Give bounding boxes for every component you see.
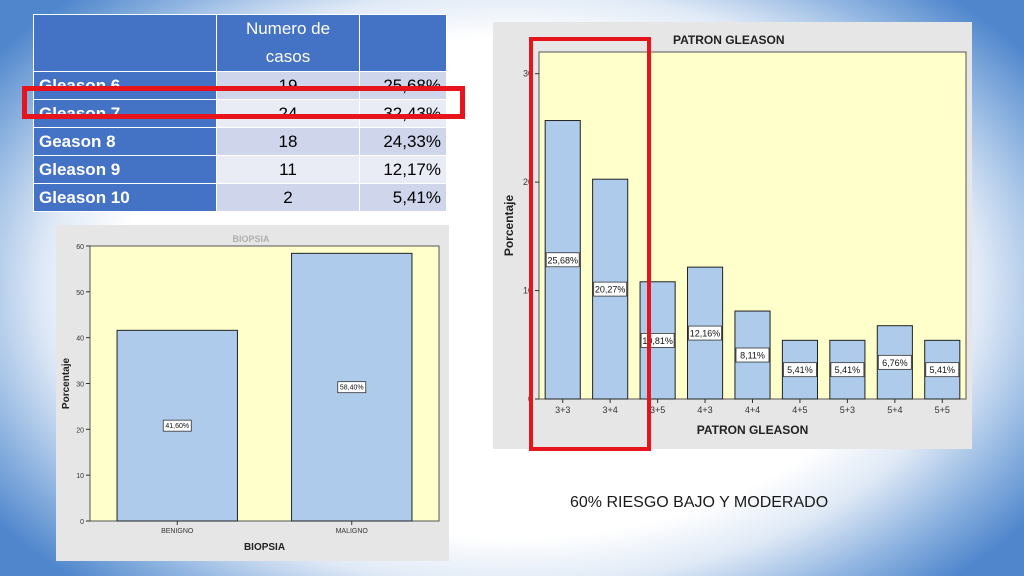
x-tick-label: 3+4 — [603, 405, 618, 415]
table-header-cell: Numero de casos — [216, 14, 360, 72]
data-label: 5,41% — [787, 365, 813, 375]
patron-gleason-chart: PATRON GLEASON0102030Porcentaje25,68%3+3… — [493, 22, 972, 449]
x-tick-label: 5+3 — [840, 405, 855, 415]
table-header-cell — [33, 14, 217, 72]
y-tick-label: 50 — [76, 290, 84, 297]
table-row: Gleason 6 19 25,68% — [33, 71, 447, 100]
row-percent: 24,33% — [359, 127, 447, 156]
y-tick-label: 30 — [523, 69, 533, 79]
y-tick-label: 0 — [80, 519, 84, 526]
table-row: Geason 8 18 24,33% — [33, 127, 447, 156]
table-row: Gleason 10 2 5,41% — [33, 183, 447, 212]
data-label-box — [593, 281, 628, 297]
y-tick-label: 60 — [76, 244, 84, 251]
data-label-box — [162, 419, 192, 432]
table-header-row: Numero de casos — [33, 14, 447, 72]
data-label: 58,40% — [340, 385, 364, 392]
data-label: 12,16% — [690, 329, 721, 339]
chart-title: PATRON GLEASON — [673, 33, 785, 47]
row-label: Gleason 9 — [33, 155, 217, 184]
data-label-box — [735, 347, 770, 363]
y-axis-label: Porcentaje — [61, 357, 72, 409]
data-label: 20,27% — [595, 285, 626, 295]
row-label: Gleason 10 — [33, 183, 217, 212]
y-tick-label: 20 — [76, 427, 84, 434]
y-axis-label: Porcentaje — [502, 194, 516, 256]
x-tick-label: MALIGNO — [336, 528, 369, 535]
x-tick-label: BENIGNO — [161, 528, 194, 535]
table-highlight-box — [22, 86, 465, 119]
row-cases: 18 — [216, 127, 360, 156]
row-cases: 11 — [216, 155, 360, 184]
x-tick-label: 4+5 — [792, 405, 807, 415]
row-percent: 5,41% — [359, 183, 447, 212]
data-label-box — [830, 362, 865, 378]
x-tick-label: 5+4 — [887, 405, 902, 415]
data-label: 5,41% — [835, 365, 861, 375]
data-label-box — [688, 325, 722, 341]
chart-title: BIOPSIA — [232, 234, 270, 244]
biopsia-chart: BIOPSIA 0 10 20 30 40 50 60 Porcentaje 41,60% BENI… — [56, 225, 449, 561]
x-tick-label: 5+5 — [935, 405, 950, 415]
chart-highlight-box — [529, 37, 651, 451]
risk-note: 60% RIESGO BAJO Y MODERADO — [570, 494, 829, 511]
data-label: 6,76% — [882, 358, 908, 368]
data-label: 8,11% — [740, 351, 765, 361]
table-header-cell — [359, 14, 447, 72]
x-tick-label: 3+3 — [555, 405, 570, 415]
data-label: 41,60% — [165, 423, 189, 430]
data-label-box — [783, 362, 817, 378]
data-label-box — [925, 362, 960, 378]
data-label: 10,81% — [642, 336, 673, 346]
x-axis-label: PATRON GLEASON — [697, 423, 809, 437]
y-tick-label: 10 — [76, 473, 84, 480]
y-tick-label: 40 — [76, 336, 84, 343]
data-label-box — [337, 381, 367, 394]
row-cases: 2 — [216, 183, 360, 212]
data-label-box — [877, 354, 912, 370]
x-tick-label: 3+5 — [650, 405, 665, 415]
x-tick-label: 4+3 — [697, 405, 712, 415]
y-tick-label: 20 — [523, 177, 533, 187]
row-percent: 12,17% — [359, 155, 447, 184]
data-label-box — [545, 252, 580, 268]
table-row: Gleason 9 11 12,17% — [33, 155, 447, 184]
y-tick-label: 10 — [523, 286, 533, 296]
row-label: Geason 8 — [33, 127, 217, 156]
data-label: 25,68% — [547, 255, 578, 265]
x-axis-label: BIOPSIA — [244, 542, 285, 553]
y-tick-label: 30 — [76, 382, 84, 389]
x-tick-label: 4+4 — [745, 405, 760, 415]
gleason-table: Numero de casos Gleason 6 19 25,68% Glea… — [33, 14, 447, 212]
row-label: Gleason 6 — [33, 71, 217, 100]
data-label: 5,41% — [930, 365, 956, 375]
